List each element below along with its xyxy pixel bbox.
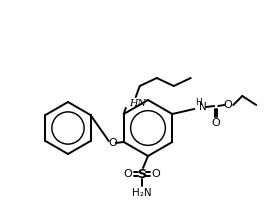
Text: O: O [212, 118, 221, 128]
Text: O: O [124, 169, 132, 179]
Text: O: O [151, 169, 160, 179]
Text: O: O [224, 100, 233, 110]
Text: H₂N: H₂N [132, 188, 152, 198]
Text: O: O [108, 138, 117, 148]
Text: HN: HN [129, 99, 146, 107]
Text: H: H [195, 99, 202, 107]
Text: S: S [138, 168, 146, 181]
Text: N: N [199, 102, 207, 112]
